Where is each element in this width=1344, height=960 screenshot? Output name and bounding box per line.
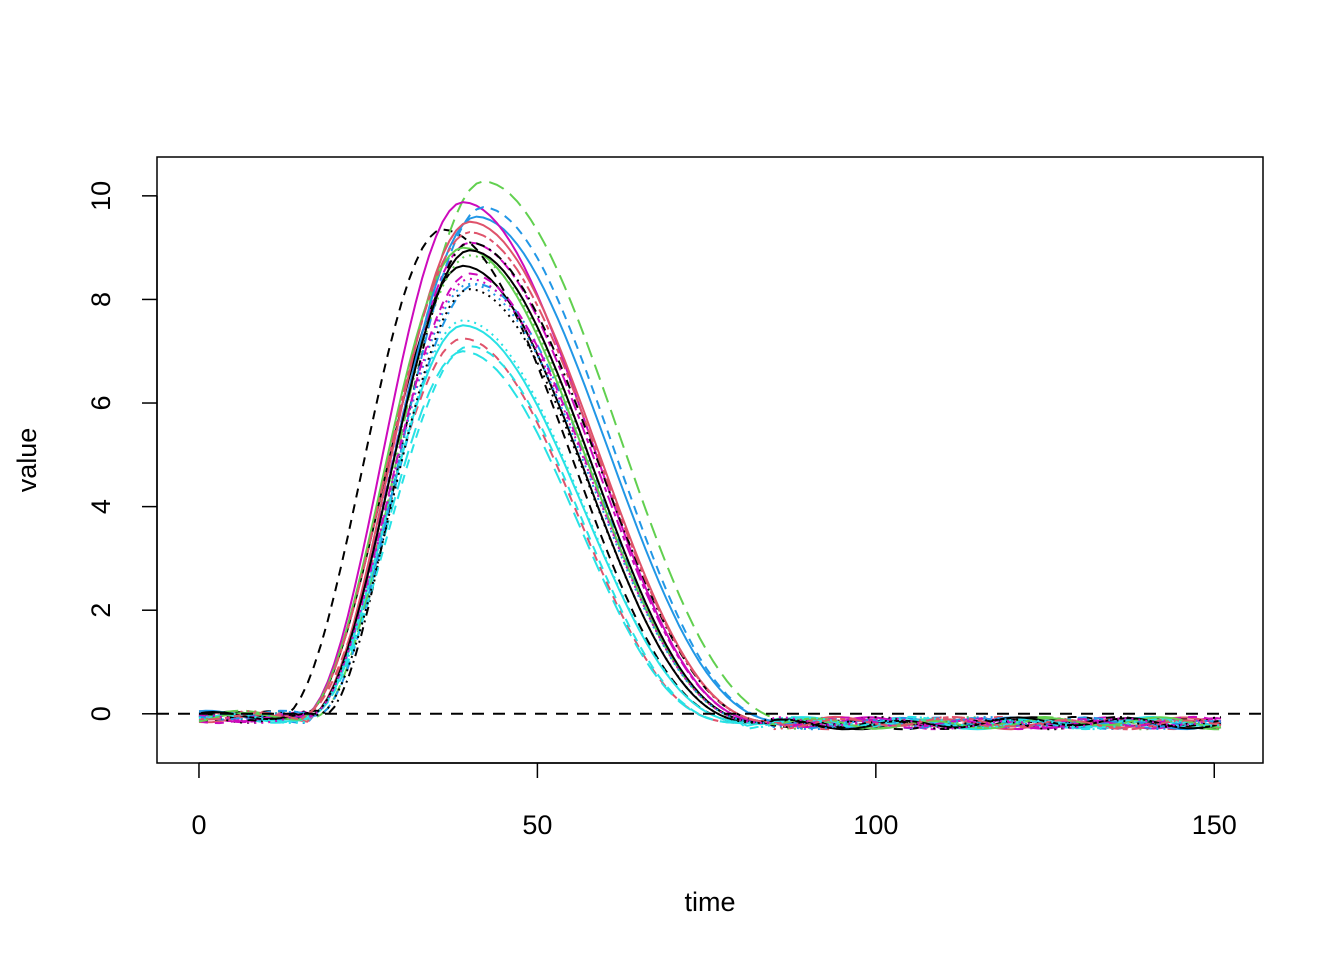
series-line-13 [199,241,1222,731]
series-line-18 [198,272,1222,731]
series-line-23 [198,319,1222,731]
x-tick-label: 50 [522,810,552,840]
x-axis-label: time [684,887,735,917]
y-axis-label: value [12,428,42,493]
series-line-16 [198,345,1222,731]
y-axis: 0 2 4 6 8 10 [86,181,158,721]
series-line-24 [198,277,1222,730]
series-line-10 [198,201,1222,730]
x-tick-label: 150 [1192,810,1237,840]
series-line-2 [198,337,1222,731]
series-line-17 [198,288,1222,731]
y-tick-label: 4 [86,499,116,514]
series-lines [198,180,1222,731]
series-line-4 [198,282,1222,731]
y-tick-label: 2 [86,603,116,618]
y-tick-label: 8 [86,292,116,307]
x-tick-label: 0 [191,810,206,840]
series-line-3 [198,254,1222,731]
y-tick-label: 0 [86,706,116,721]
series-line-1 [198,264,1222,731]
series-line-22 [198,231,1222,731]
y-tick-label: 6 [86,396,116,411]
x-axis: 0 50 100 150 [191,762,1237,840]
x-tick-label: 100 [853,810,898,840]
y-tick-label: 10 [86,181,116,211]
